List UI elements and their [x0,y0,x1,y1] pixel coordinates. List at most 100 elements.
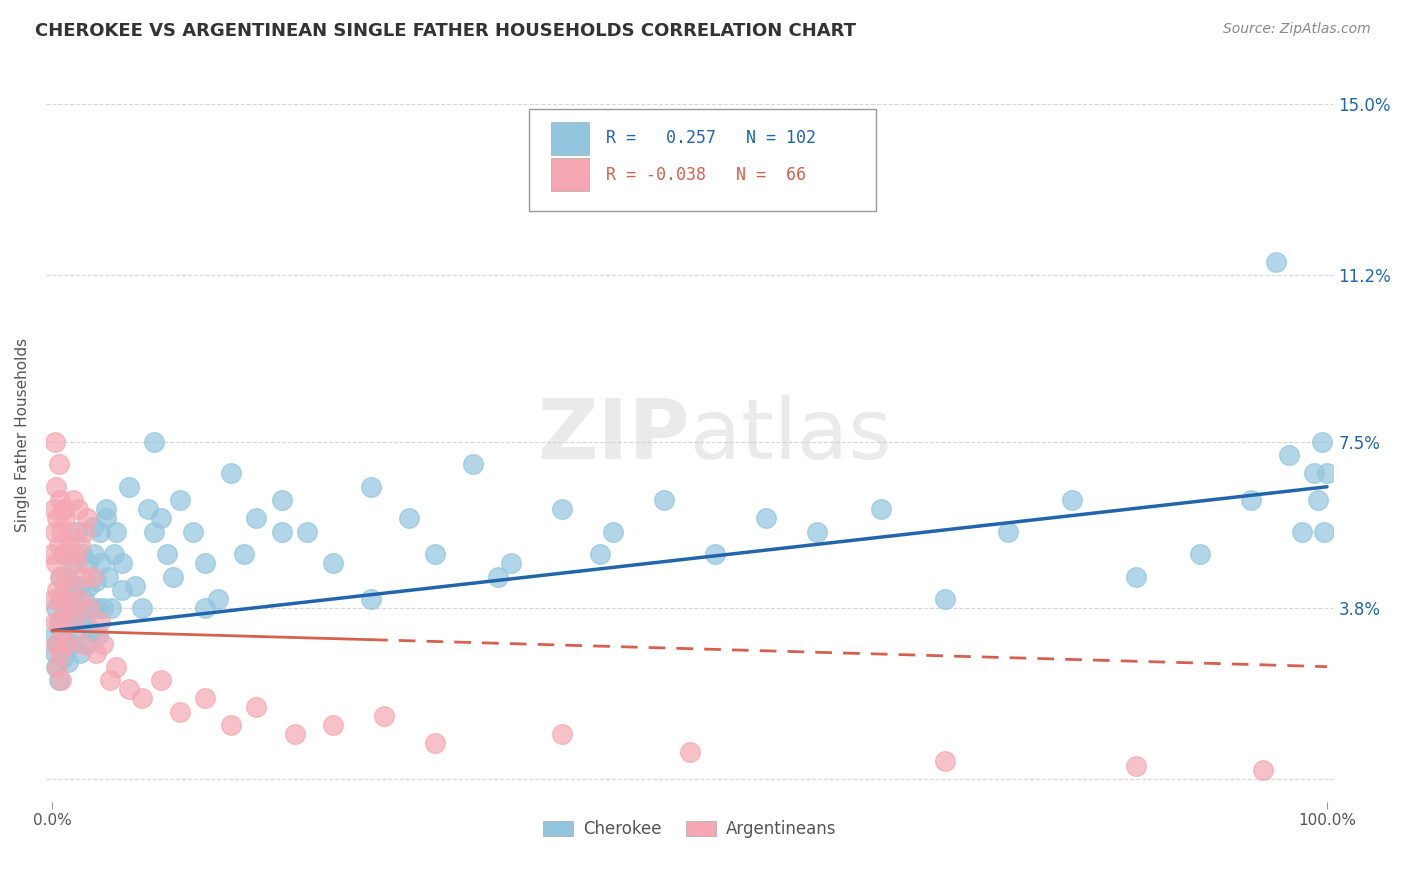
Point [58,583,80,598]
Point [46,637,69,651]
Point [124,579,146,593]
Point [89,615,111,629]
Point [65,624,87,638]
Point [1316,467,1339,481]
Point [118,682,141,697]
Point [51,524,73,539]
Point [67,592,90,607]
Point [63,547,86,561]
Point [1125,758,1147,772]
Point [360,592,382,607]
Point [398,511,420,525]
Point [42,628,65,642]
Point [704,547,727,561]
Point [461,457,484,471]
Point [143,434,166,449]
Point [870,502,893,516]
Point [49,592,72,607]
Point [49,493,72,508]
Point [1239,493,1261,508]
Point [219,718,242,732]
Point [66,601,89,615]
Point [194,556,217,570]
Point [94,511,117,525]
Point [51,547,73,561]
Point [53,637,76,651]
Point [602,524,624,539]
Point [1188,547,1211,561]
Point [83,547,105,561]
Point [73,524,96,539]
Point [84,574,107,589]
Point [65,615,87,629]
Point [63,592,86,607]
Point [45,480,67,494]
Point [49,646,72,660]
Point [75,610,97,624]
Point [131,691,153,706]
Point [1278,448,1301,462]
Point [56,655,79,669]
Point [90,556,112,570]
Point [111,556,134,570]
Point [270,493,292,508]
Point [100,601,122,615]
Point [58,574,80,589]
Point [91,601,114,615]
Point [59,524,82,539]
Point [62,493,84,508]
Bar [551,121,589,154]
Point [52,610,75,624]
Point [232,547,254,561]
Point [84,646,107,660]
Point [55,601,77,615]
Point [194,601,217,615]
Point [51,570,73,584]
Point [181,524,204,539]
Point [589,547,612,561]
Point [162,570,184,584]
Point [755,511,778,525]
Point [373,709,395,723]
Point [52,601,75,615]
Point [143,524,166,539]
Point [169,493,191,508]
Point [245,511,267,525]
Point [60,637,83,651]
Point [41,547,63,561]
Point [66,502,89,516]
Point [1303,467,1326,481]
Point [48,457,70,471]
Point [51,673,73,687]
Point [80,624,103,638]
Point [679,745,702,759]
Point [69,646,91,660]
Point [360,480,382,494]
Point [51,592,73,607]
Point [207,592,229,607]
Point [297,524,319,539]
Point [1306,493,1329,508]
Point [46,583,69,598]
Point [72,570,94,584]
Point [98,673,121,687]
Bar [551,158,589,191]
Point [149,673,172,687]
Point [72,615,94,629]
Point [423,547,446,561]
Point [49,570,72,584]
Point [194,691,217,706]
Point [53,637,76,651]
Point [51,547,73,561]
Point [48,538,70,552]
Point [53,511,76,525]
Point [551,727,574,741]
Point [89,524,111,539]
Point [56,538,79,552]
Point [79,601,101,615]
Point [322,718,344,732]
Text: Source: ZipAtlas.com: Source: ZipAtlas.com [1223,22,1371,37]
Point [934,592,956,607]
Point [1310,434,1333,449]
Point [76,511,98,525]
